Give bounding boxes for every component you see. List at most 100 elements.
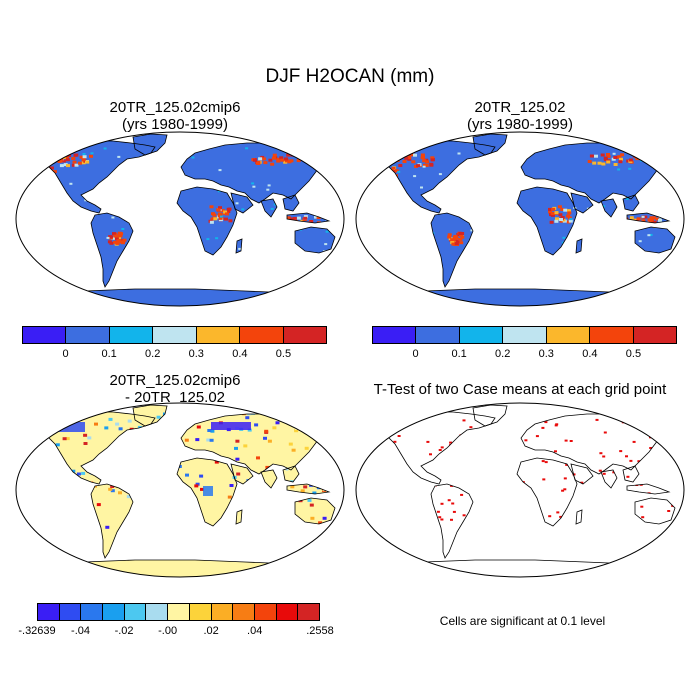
colorbar-tick-label: 0.1 bbox=[451, 348, 467, 360]
field-cell bbox=[560, 208, 565, 211]
sig-cell bbox=[429, 453, 432, 456]
sig-cell bbox=[681, 524, 684, 526]
field-cell bbox=[73, 153, 78, 157]
field-cell bbox=[422, 159, 427, 163]
field-cell bbox=[52, 170, 57, 174]
sig-cell bbox=[673, 434, 677, 437]
coastline-indonesia bbox=[626, 483, 671, 495]
field-cell bbox=[309, 503, 314, 507]
field-cell bbox=[256, 456, 260, 460]
sig-cell bbox=[409, 414, 412, 417]
coastline-indonesia bbox=[286, 483, 331, 495]
colorbar-case1 bbox=[22, 326, 327, 344]
sig-cell bbox=[438, 516, 442, 519]
field-cell bbox=[235, 457, 240, 461]
field-cell bbox=[21, 155, 24, 157]
field-cell bbox=[185, 473, 189, 477]
sig-cell bbox=[602, 472, 606, 475]
field-cell bbox=[568, 219, 573, 223]
field-cell bbox=[111, 216, 115, 219]
field-cell bbox=[116, 239, 121, 243]
landmass-india bbox=[601, 199, 617, 217]
field-cell bbox=[376, 151, 379, 154]
field-cell bbox=[258, 157, 263, 161]
field-cell bbox=[118, 234, 123, 238]
field-cell bbox=[658, 218, 662, 222]
field-cell bbox=[315, 143, 319, 146]
sig-cell bbox=[440, 502, 444, 505]
coastline-seAsia bbox=[282, 465, 300, 483]
field-cell bbox=[104, 426, 109, 430]
field-cell bbox=[324, 243, 328, 246]
field-cell bbox=[66, 164, 70, 168]
colorbar-box bbox=[146, 604, 169, 620]
colorbar-tick-label: 0.5 bbox=[275, 348, 292, 360]
field-cell bbox=[71, 142, 75, 145]
field-cell bbox=[400, 154, 404, 158]
field-cell bbox=[267, 184, 271, 187]
field-cell bbox=[425, 160, 430, 164]
field-cell bbox=[617, 155, 622, 159]
field-cell bbox=[85, 160, 90, 164]
colorbar-box bbox=[276, 604, 299, 620]
field-cell bbox=[20, 440, 24, 443]
sig-cell bbox=[401, 414, 405, 417]
field-cell bbox=[562, 236, 566, 239]
sig-cell bbox=[548, 515, 552, 518]
coastline-india bbox=[600, 469, 618, 489]
panel-title-case2-line1: 20TR_125.02 bbox=[474, 99, 566, 116]
figure-title: DJF H2OCAN (mm) bbox=[265, 66, 435, 87]
field-cell bbox=[29, 181, 30, 183]
field-cell bbox=[211, 422, 251, 430]
field-cell bbox=[270, 162, 275, 166]
sig-cell bbox=[626, 475, 630, 478]
field-cell bbox=[391, 167, 396, 170]
coastline-africa bbox=[516, 457, 578, 527]
colorbar-tick-label: 0.1 bbox=[101, 348, 117, 360]
landmass-greenland bbox=[133, 134, 167, 155]
field-cell bbox=[304, 446, 309, 450]
field-cell bbox=[224, 217, 228, 221]
field-cell bbox=[58, 159, 63, 163]
field-cell bbox=[238, 247, 242, 250]
field-cell bbox=[247, 428, 252, 432]
sig-cell bbox=[632, 440, 636, 443]
sig-cell bbox=[449, 441, 453, 444]
field-cell bbox=[96, 503, 101, 507]
field-cell bbox=[226, 210, 231, 213]
field-cell bbox=[459, 241, 464, 245]
landmass-greenland bbox=[473, 134, 507, 155]
field-cell bbox=[217, 214, 222, 217]
colorbar-box bbox=[81, 604, 104, 620]
coastline-greenland bbox=[472, 404, 508, 427]
colorbar-tick-label: 0.5 bbox=[625, 348, 642, 360]
colorbar-box bbox=[633, 327, 676, 343]
field-cell bbox=[344, 240, 347, 242]
sig-cell bbox=[541, 426, 545, 429]
landmass-madagascar bbox=[576, 239, 582, 253]
field-cell bbox=[252, 185, 256, 188]
field-cell bbox=[416, 164, 421, 168]
field-cell bbox=[407, 156, 412, 159]
field-cell bbox=[113, 234, 118, 238]
landmass-southAmerica bbox=[431, 213, 473, 287]
field-cell bbox=[336, 440, 337, 444]
colorbar-box bbox=[590, 327, 634, 343]
field-cell bbox=[423, 163, 427, 167]
field-cell bbox=[310, 516, 315, 520]
field-cell bbox=[402, 160, 407, 163]
field-cell bbox=[430, 158, 435, 162]
colorbar-tick-label: 0 bbox=[62, 348, 69, 360]
significance-note: Cells are significant at 0.1 level bbox=[439, 614, 606, 628]
field-cell bbox=[21, 180, 24, 182]
field-cell bbox=[424, 158, 429, 162]
field-cell bbox=[122, 238, 127, 242]
field-cell bbox=[111, 236, 116, 240]
sig-cell bbox=[542, 478, 546, 481]
field-cell bbox=[82, 153, 86, 155]
field-cell bbox=[407, 157, 412, 161]
field-cell bbox=[65, 156, 69, 160]
field-cell bbox=[206, 438, 211, 442]
field-cell bbox=[89, 154, 93, 158]
field-cell bbox=[276, 157, 281, 161]
